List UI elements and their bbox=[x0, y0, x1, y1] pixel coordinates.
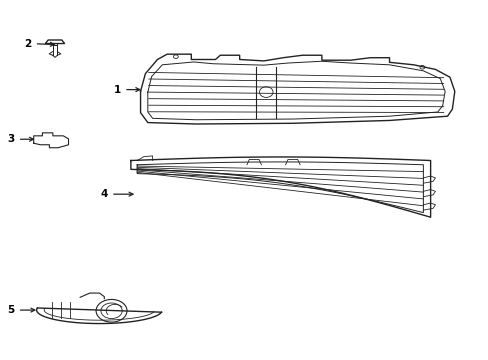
Text: 4: 4 bbox=[101, 189, 133, 199]
Text: 3: 3 bbox=[8, 134, 33, 144]
Text: 1: 1 bbox=[114, 85, 140, 95]
Text: 5: 5 bbox=[8, 305, 35, 315]
Text: 2: 2 bbox=[24, 39, 54, 49]
